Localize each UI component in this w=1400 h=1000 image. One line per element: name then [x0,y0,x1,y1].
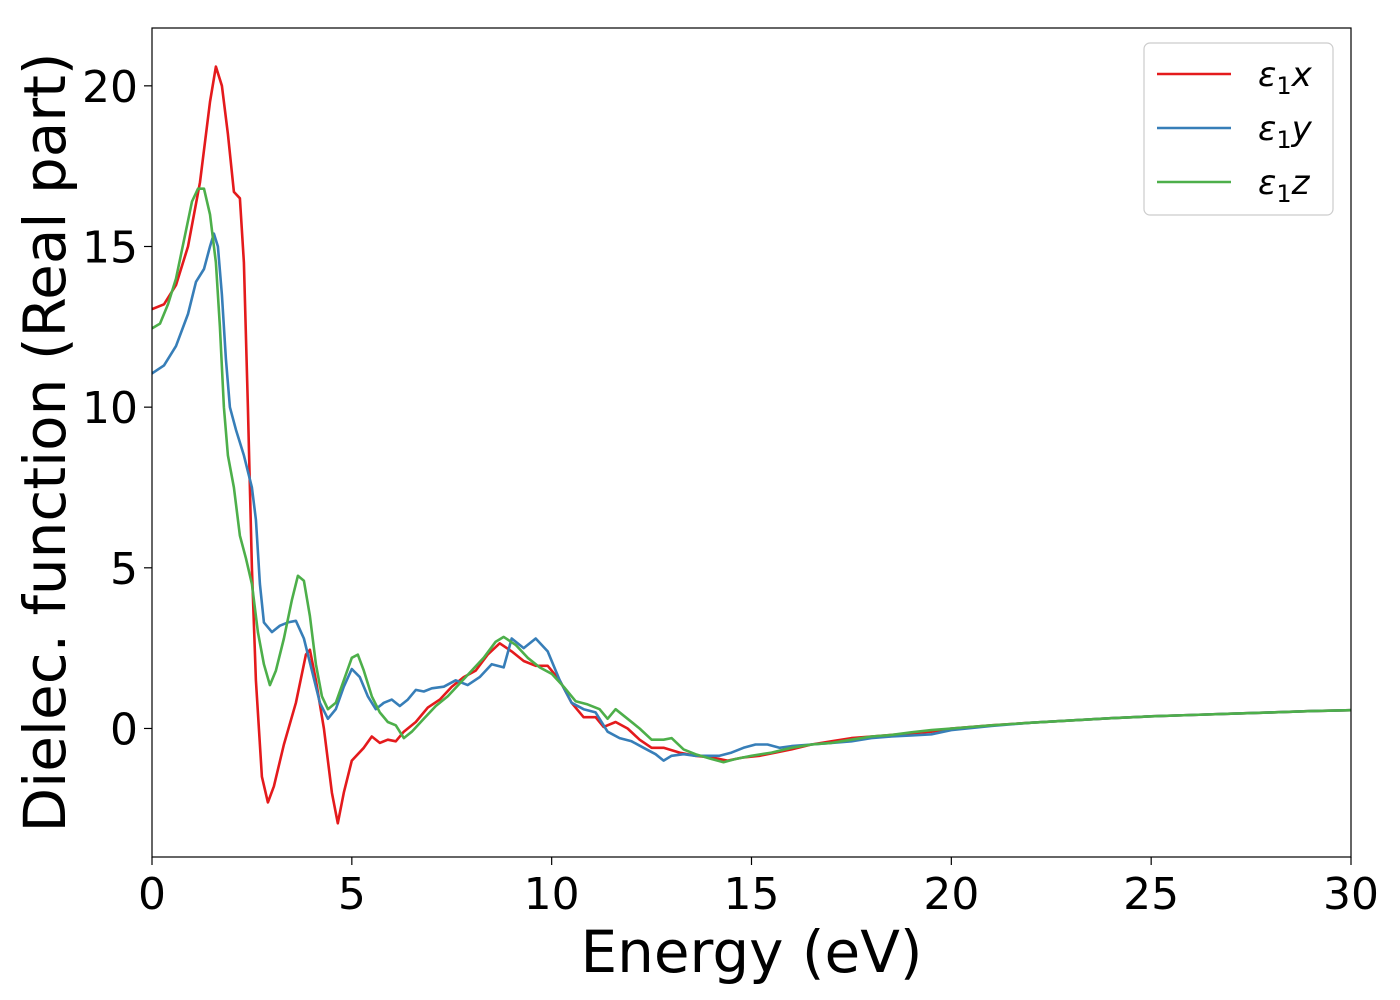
y-tick-label: 5 [110,544,138,595]
x-axis-title: Energy (eV) [580,918,922,986]
y-axis-title: Dielec. function (Real part) [11,52,79,832]
legend: ε1x ε1y ε1z [1143,42,1334,216]
x-tick-label: 0 [138,869,166,920]
series-line-z [152,187,1351,764]
legend-label-y: ε1y [1258,109,1313,154]
y-tick-label: 10 [82,383,138,434]
legend-box [1143,42,1334,216]
x-axis: 0 5 10 15 20 25 30 [138,857,1379,920]
y-tick-label: 20 [82,62,138,113]
x-tick-label: 25 [1123,869,1179,920]
x-tick-label: 5 [338,869,366,920]
legend-label-z: ε1z [1258,163,1311,208]
y-axis: 0 5 10 15 20 [82,62,152,755]
x-tick-label: 30 [1323,869,1379,920]
series-line-y [152,232,1351,762]
series-layer [152,65,1351,825]
y-tick-label: 15 [82,222,138,273]
legend-label-x: ε1x [1258,55,1313,100]
y-tick-label: 0 [110,704,138,755]
x-tick-label: 15 [724,869,780,920]
x-tick-label: 10 [524,869,580,920]
x-tick-label: 20 [923,869,979,920]
